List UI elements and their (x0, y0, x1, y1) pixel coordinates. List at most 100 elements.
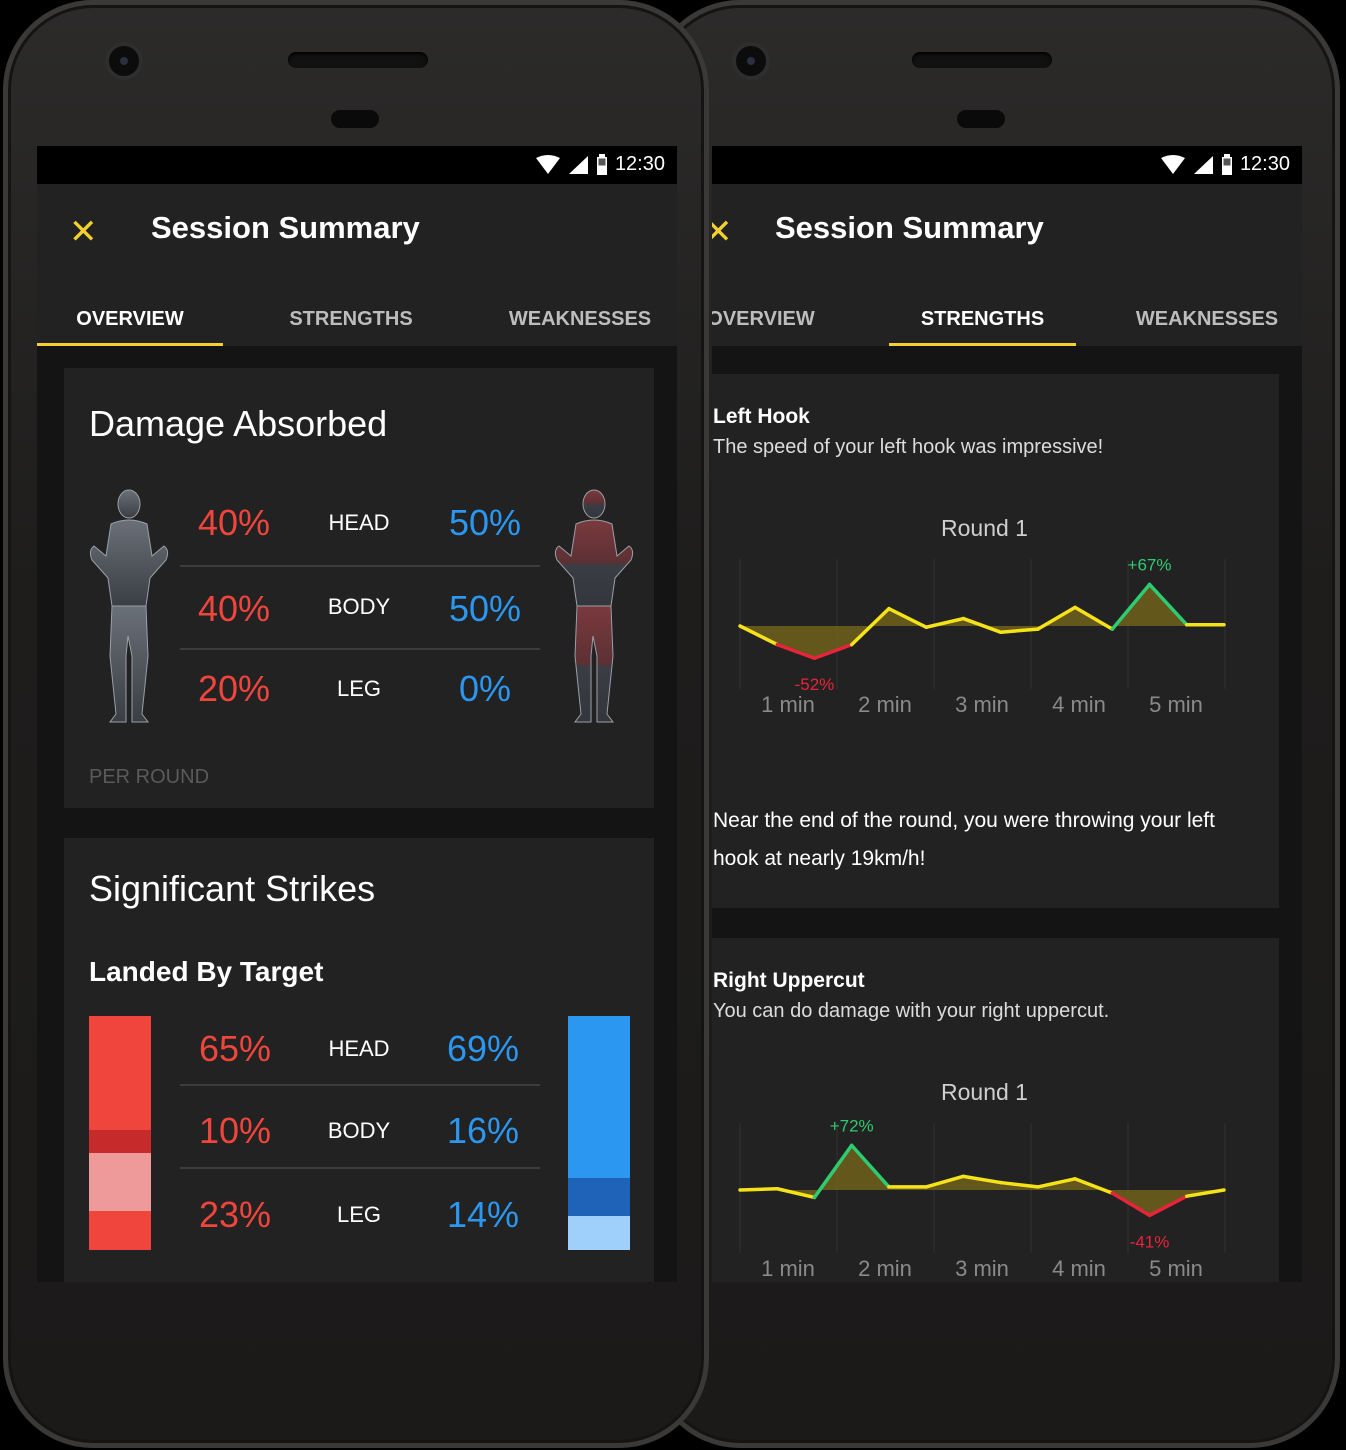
x-tick-label: 3 min (955, 1256, 1009, 1281)
strikes-body-right: 16% (446, 1110, 520, 1151)
wifi-icon (535, 154, 560, 174)
tab-overview[interactable]: OVERVIEW (712, 296, 826, 346)
front-camera (732, 42, 770, 80)
tab-weaknesses[interactable]: WEAKNESSES (1112, 296, 1302, 346)
tab-strengths-label: STRENGTHS (289, 308, 413, 330)
tab-overview-label: OVERVIEW (712, 308, 815, 330)
body-figure-damage-icon (554, 489, 634, 723)
strength-title: Left Hook (713, 405, 810, 428)
x-tick-label: 5 min (1149, 1256, 1203, 1281)
tab-strengths[interactable]: STRENGTHS (259, 296, 443, 346)
significant-strikes-card: Significant Strikes Landed By Target 65%… (64, 838, 654, 1282)
tab-weaknesses-label: WEAKNESSES (1135, 308, 1279, 330)
phone-frame-left: 12:30 ✕ Session Summary OVERVIEW STRENGT… (3, 0, 709, 1448)
x-tick-label: 2 min (858, 692, 912, 717)
x-tick-label: 3 min (955, 692, 1009, 717)
status-bar: 12:30 (712, 146, 1302, 184)
strikes-body-label: BODY (327, 1118, 391, 1143)
x-tick-label: 5 min (1149, 692, 1203, 717)
series-line-segment (1110, 1191, 1152, 1218)
damage-head-label: HEAD (328, 510, 390, 535)
proximity-sensor (957, 110, 1005, 128)
series-line-segment (1147, 1194, 1189, 1218)
status-indicators: 12:30 (1160, 153, 1290, 176)
series-line-segment (887, 606, 928, 629)
series-line-segment (1147, 582, 1189, 627)
earpiece-speaker (288, 52, 428, 68)
close-icon[interactable]: ✕ (69, 213, 98, 251)
tab-overview[interactable]: OVERVIEW (37, 296, 223, 346)
row-divider (180, 1167, 540, 1169)
series-line-segment (1073, 1177, 1115, 1195)
card-subtitle: Landed By Target (89, 956, 324, 987)
bar-segment-head (568, 1016, 630, 1178)
series-line-segment (812, 1143, 854, 1200)
series-line-segment (961, 616, 1003, 634)
status-bar: 12:30 (37, 146, 677, 184)
battery-icon (596, 153, 607, 175)
series-line-segment (849, 1143, 891, 1189)
damage-body-right: 50% (448, 588, 522, 629)
series-line-segment (849, 606, 891, 647)
line-area-fill (740, 584, 1224, 659)
damage-leg-label: LEG (336, 676, 382, 701)
strikes-body-left: 10% (198, 1110, 272, 1151)
cell-signal-icon (568, 155, 588, 174)
bar-segment-leg (568, 1216, 630, 1250)
series-line-segment (961, 1174, 1003, 1185)
tab-weaknesses-label: WEAKNESSES (508, 308, 652, 330)
wifi-icon (1160, 154, 1185, 174)
damage-absorbed-card: Damage Absorbed 40% HEAD 50% (64, 368, 654, 808)
left-hook-line-chart: +67% -52%1 min 2 min 3 min 4 min 5 min (738, 555, 1226, 717)
series-line-segment (924, 616, 966, 629)
series-line-segment (1110, 582, 1152, 631)
strength-title: Right Uppercut (713, 969, 865, 992)
tab-bar: OVERVIEW STRENGTHS WEAKNESSES (712, 294, 1302, 346)
per-round-label: PER ROUND (89, 766, 210, 788)
status-time: 12:30 (614, 153, 665, 175)
series-line-segment (924, 1174, 966, 1189)
tab-strengths[interactable]: STRENGTHS (889, 296, 1076, 346)
front-camera (105, 42, 143, 80)
tab-active-indicator (37, 343, 223, 346)
damage-leg-left: 20% (197, 668, 271, 709)
right-uppercut-line-chart: +72% -41% 1 min 2 min 3 min 4 min 5 min (738, 1118, 1226, 1281)
row-divider (180, 1084, 540, 1086)
strikes-leg-label: LEG (336, 1202, 382, 1227)
page-title: Session Summary (151, 210, 420, 245)
strength-subtitle: The speed of your left hook was impressi… (713, 436, 1104, 458)
series-line-segment (775, 1187, 817, 1200)
row-divider (180, 648, 540, 650)
strength-card-right-uppercut: Right Uppercut You can do damage with yo… (712, 938, 1279, 1282)
card-title: Damage Absorbed (89, 403, 388, 444)
data-label: +67% (1128, 555, 1172, 574)
screen-overview: 12:30 ✕ Session Summary OVERVIEW STRENGT… (37, 146, 677, 1282)
chart-title: Round 1 (941, 1079, 1028, 1105)
bar-segment-head (89, 1016, 151, 1130)
data-label: -41% (1130, 1232, 1170, 1251)
card-title: Significant Strikes (89, 868, 376, 909)
battery-icon (1221, 153, 1232, 175)
page-title: Session Summary (775, 210, 1044, 245)
tab-bar: OVERVIEW STRENGTHS WEAKNESSES (37, 294, 677, 346)
close-icon[interactable]: ✕ (712, 213, 733, 251)
series-line-segment (1036, 1177, 1077, 1189)
strikes-head-left: 65% (198, 1028, 272, 1069)
app-bar: ✕ Session Summary OVERVIEW STRENGTHS WEA… (712, 184, 1302, 346)
data-label: +72% (830, 1118, 874, 1135)
x-tick-label: 4 min (1052, 1256, 1106, 1281)
earpiece-speaker (912, 52, 1052, 68)
x-tick-label: 2 min (858, 1256, 912, 1281)
tab-weaknesses[interactable]: WEAKNESSES (483, 296, 677, 346)
series-line-segment (1073, 605, 1115, 631)
strength-description: Near the end of the round, you were thro… (713, 809, 1215, 870)
series-line-segment (998, 1180, 1040, 1189)
series-line-segment (812, 642, 854, 660)
status-time: 12:30 (1239, 153, 1290, 175)
series-line-segment (998, 627, 1040, 634)
strength-card-left-hook: Left Hook The speed of your left hook wa… (712, 374, 1279, 908)
row-divider (180, 565, 540, 567)
x-tick-label: 1 min (761, 1256, 815, 1281)
bar-segment-leg (89, 1153, 151, 1211)
strikes-bar-left (89, 1016, 151, 1250)
